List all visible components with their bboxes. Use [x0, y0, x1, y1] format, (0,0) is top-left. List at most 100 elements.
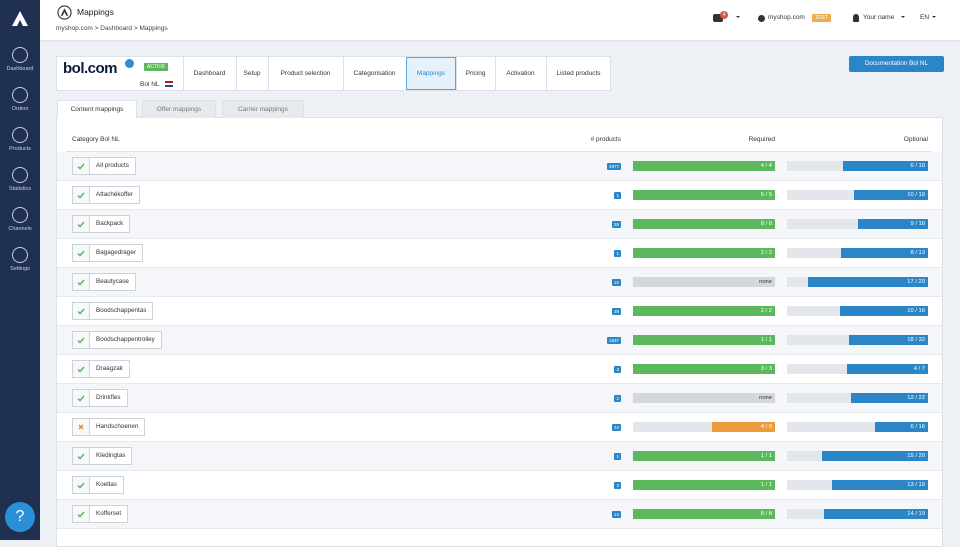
step-label[interactable]: Dashboard: [193, 70, 226, 77]
product-count: 1: [614, 453, 621, 460]
progress-fill: [831, 480, 928, 490]
category-name[interactable]: Koeltas: [89, 476, 125, 494]
progress-fill: [843, 161, 928, 171]
step[interactable]: [343, 57, 406, 90]
status-box[interactable]: [72, 215, 90, 233]
tab[interactable]: Offer mappings: [142, 100, 216, 118]
status-badge: ACTIVE: [144, 63, 169, 71]
product-count: 1: [614, 250, 621, 257]
status-box[interactable]: [72, 186, 90, 204]
language[interactable]: EN: [920, 14, 930, 21]
product-count: 1: [614, 192, 621, 199]
progress-fill: [853, 190, 928, 200]
category-name[interactable]: Bagagedrager: [89, 244, 143, 262]
step-label[interactable]: Listed products: [556, 70, 601, 77]
status-box[interactable]: [72, 302, 90, 320]
doc-button[interactable]: Documentation Bol NL: [849, 56, 944, 72]
shop-name[interactable]: myshop.com: [768, 14, 805, 21]
nav-icon[interactable]: [12, 127, 28, 143]
step[interactable]: [236, 57, 268, 90]
category-name[interactable]: All products: [89, 157, 136, 175]
status-box[interactable]: [72, 418, 90, 436]
progress-fill: [633, 277, 775, 287]
shop-badge: TEST: [812, 14, 831, 22]
product-count: 1937: [606, 337, 621, 344]
status-box[interactable]: [72, 476, 90, 494]
progress-fill: [711, 422, 775, 432]
progress-track: [787, 422, 928, 432]
category-name[interactable]: Boodschappentrolley: [89, 331, 162, 349]
nav-label[interactable]: Dashboard: [6, 66, 34, 72]
category-name[interactable]: Backpack: [89, 215, 131, 233]
progress-label: 17 / 20: [907, 278, 925, 285]
breadcrumb[interactable]: myshop.com > Dashboard > Mappings: [56, 25, 168, 32]
progress-fill: [848, 335, 928, 345]
user-name[interactable]: Your name: [863, 14, 895, 21]
status-box[interactable]: [72, 157, 90, 175]
step[interactable]: [183, 57, 236, 90]
category-name[interactable]: Draagzak: [89, 360, 130, 378]
topbar: [40, 0, 960, 40]
status-box[interactable]: [72, 331, 90, 349]
nav-label[interactable]: Orders: [11, 106, 29, 112]
category-name[interactable]: Boodschappentas: [89, 302, 154, 320]
chat-icon[interactable]: [713, 14, 723, 22]
step-label[interactable]: Pricing: [465, 70, 486, 77]
step-label[interactable]: Activation: [506, 70, 535, 77]
nav-icon[interactable]: [12, 167, 28, 183]
tab[interactable]: Content mappings: [57, 100, 137, 118]
progress-fill: [633, 161, 775, 171]
nav-label[interactable]: Products: [9, 146, 31, 152]
step[interactable]: [456, 57, 495, 90]
nav-label[interactable]: Statistics: [8, 186, 31, 192]
progress-label: 8 / 8: [760, 510, 772, 517]
nav-icon[interactable]: [12, 47, 28, 63]
category-name[interactable]: Beautycase: [89, 273, 136, 291]
progress-fill: [633, 509, 775, 519]
progress-label: 6 / 16: [910, 423, 925, 430]
progress-fill: [851, 393, 928, 403]
progress-fill: [875, 422, 928, 432]
flag: [165, 81, 173, 87]
status-box[interactable]: [72, 505, 90, 523]
nav-icon[interactable]: [12, 87, 28, 103]
user-icon: [853, 14, 859, 22]
step[interactable]: [268, 57, 343, 90]
nav-label[interactable]: Settings: [10, 266, 30, 272]
status-box[interactable]: [72, 273, 90, 291]
progress-label: 1 / 1: [760, 481, 772, 488]
category-name[interactable]: Handschoenen: [89, 418, 146, 436]
progress-fill: [633, 393, 775, 403]
category-name[interactable]: Attachékoffer: [89, 186, 140, 204]
step-label[interactable]: Categorisation: [353, 70, 396, 77]
progress-label: 4 / 9: [760, 423, 772, 430]
nav-icon[interactable]: [12, 247, 28, 263]
step[interactable]: [546, 57, 611, 90]
step[interactable]: [406, 57, 456, 90]
product-count: 26: [611, 221, 621, 228]
status-box[interactable]: [72, 360, 90, 378]
status-box[interactable]: [72, 389, 90, 407]
nav-icon[interactable]: [12, 207, 28, 223]
step[interactable]: [495, 57, 546, 90]
progress-fill: [839, 306, 928, 316]
status-box[interactable]: [72, 447, 90, 465]
status-box[interactable]: [72, 244, 90, 262]
category-name[interactable]: Kledingtas: [89, 447, 133, 465]
progress-label: 4 / 4: [760, 162, 772, 169]
progress-label: 2 / 2: [760, 249, 772, 256]
product-count: 24: [611, 424, 621, 431]
shop-icon: [758, 15, 765, 22]
progress-fill: [633, 480, 775, 490]
page-icon: [57, 5, 72, 20]
step-label[interactable]: Setup: [243, 70, 261, 77]
step-label[interactable]: Mappings: [416, 70, 446, 77]
step-label[interactable]: Product selection: [280, 70, 331, 77]
tab[interactable]: Carrier mappings: [222, 100, 304, 118]
category-name[interactable]: Kofferset: [89, 505, 129, 523]
column-header: # products: [590, 136, 621, 143]
category-name[interactable]: Drinkfles: [89, 389, 128, 407]
help-button[interactable]: ?: [5, 502, 35, 532]
nav-label[interactable]: Channels: [8, 226, 32, 232]
progress-track: [633, 422, 775, 432]
